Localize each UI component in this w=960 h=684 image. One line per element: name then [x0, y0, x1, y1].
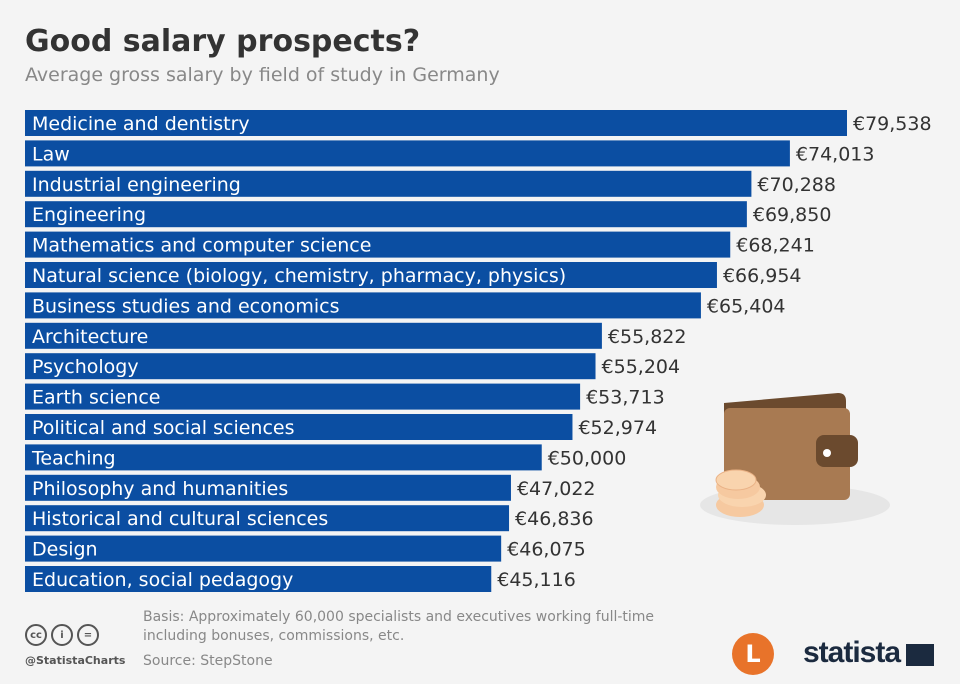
value-label: €50,000: [548, 447, 627, 469]
value-label: €46,075: [507, 539, 586, 561]
value-label: €47,022: [517, 478, 596, 500]
category-label: Business studies and economics: [32, 295, 340, 317]
bar: [25, 262, 717, 288]
no-derivatives-icon: =: [77, 624, 99, 646]
category-label: Engineering: [32, 204, 146, 226]
bar: [25, 292, 701, 319]
chart-title: Good salary prospects?: [25, 24, 421, 59]
value-label: €52,974: [578, 417, 657, 439]
bar: [25, 201, 747, 228]
value-label: €74,013: [796, 143, 875, 165]
bar: [25, 110, 847, 136]
bar: [25, 170, 752, 197]
category-label: Design: [32, 539, 98, 561]
value-label: €55,822: [608, 326, 687, 348]
value-label: €66,954: [723, 265, 802, 287]
value-label: €45,116: [497, 569, 576, 591]
category-label: Industrial engineering: [32, 174, 241, 196]
value-label: €65,404: [707, 295, 786, 317]
bar: [25, 566, 492, 592]
source-note: Source: StepStone: [143, 653, 273, 669]
bar: [25, 231, 731, 258]
category-label: Law: [32, 143, 70, 165]
creative-commons-icon[interactable]: cc i =: [25, 624, 99, 646]
bar: [25, 383, 581, 410]
value-label: €46,836: [515, 508, 594, 530]
basis-note: Basis: Approximately 60,000 specialists …: [143, 609, 655, 625]
bar: [25, 474, 511, 501]
category-label: Teaching: [31, 447, 116, 469]
category-label: Medicine and dentistry: [32, 113, 250, 135]
coins-icon: [715, 469, 766, 517]
bar: [25, 414, 573, 440]
category-label: Political and social sciences: [32, 417, 294, 439]
value-label: €68,241: [736, 235, 815, 257]
twitter-handle[interactable]: @StatistaCharts: [25, 654, 126, 667]
value-label: €55,204: [602, 356, 681, 378]
value-label: €69,850: [753, 204, 832, 226]
value-label: €53,713: [586, 387, 665, 409]
statista-logo[interactable]: statista: [803, 636, 901, 669]
logo-l-icon: L: [732, 633, 774, 675]
category-label: Mathematics and computer science: [32, 235, 371, 257]
category-label: Earth science: [32, 387, 160, 409]
attribution-icon: i: [51, 624, 73, 646]
category-label: Natural science (biology, chemistry, pha…: [32, 265, 566, 287]
value-label: €70,288: [757, 174, 836, 196]
basis-note-2: including bonuses, commissions, etc.: [143, 628, 405, 644]
category-label: Education, social pedagogy: [32, 569, 293, 591]
value-label: €79,538: [853, 113, 932, 135]
statista-mark-icon: [906, 644, 934, 666]
category-label: Psychology: [32, 356, 139, 378]
bar: [25, 535, 502, 562]
category-label: Architecture: [32, 326, 148, 348]
bar: [25, 322, 602, 349]
bar: [25, 353, 596, 380]
bar: [25, 505, 510, 532]
bar: [25, 140, 790, 167]
category-label: Historical and cultural sciences: [32, 508, 328, 530]
category-label: Philosophy and humanities: [32, 478, 288, 500]
cc-icon: cc: [25, 624, 47, 646]
chart-subtitle: Average gross salary by field of study i…: [25, 64, 500, 86]
bar: [25, 444, 542, 471]
